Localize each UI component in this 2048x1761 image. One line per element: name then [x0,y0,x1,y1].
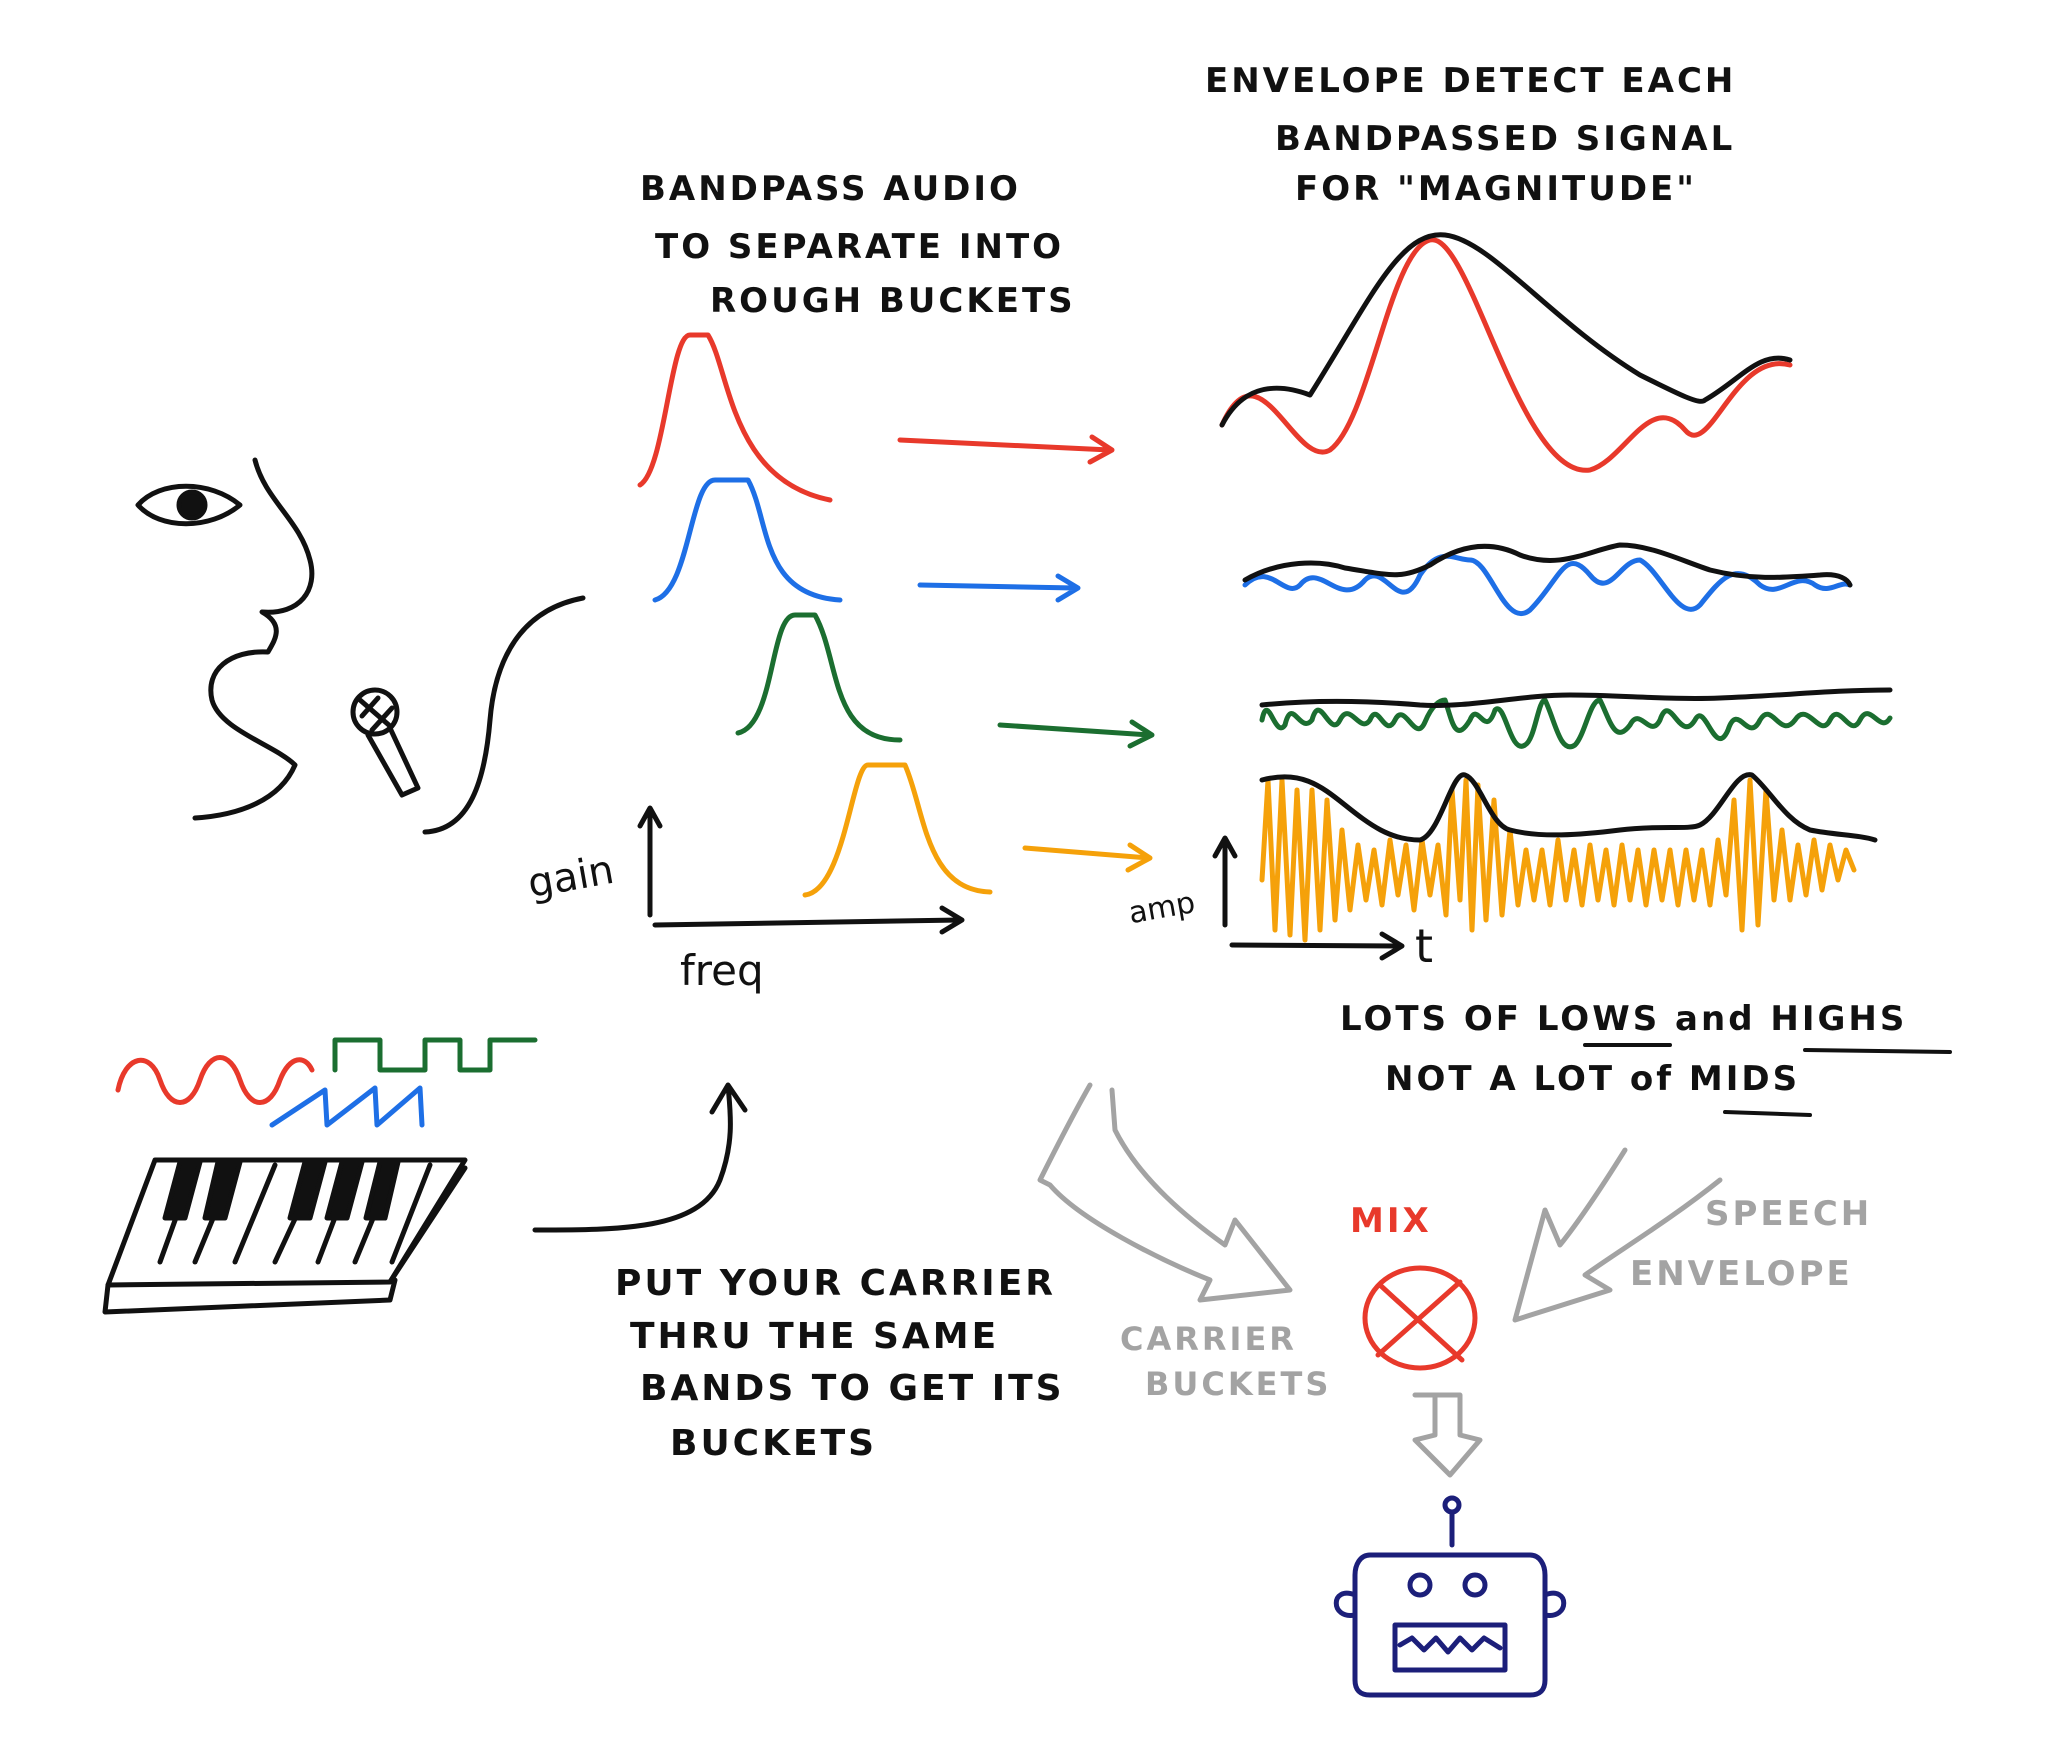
carrier-note-line2: THRU THE SAME [630,1316,999,1357]
mixer-icon [1362,1265,1478,1371]
arrow-red [897,434,1115,465]
envelope-blue [1242,542,1853,588]
saw-wave-blue [269,1085,425,1128]
bandpass-label-line1: BANDPASS AUDIO [640,169,1021,209]
bandpass-blue [652,477,843,603]
envelope-label: ENVELOPE DETECT EACH BANDPASSED SIGNAL F… [1205,61,1736,209]
band-arrows [897,434,1155,873]
output-arrow [1412,1392,1483,1478]
envelope-label-line1: ENVELOPE DETECT EACH [1205,61,1736,101]
arrow-blue [917,573,1081,603]
lows-highs-note: LOTS OF LOWS and HIGHS NOT A LOT of MIDS [1340,999,1907,1099]
carrier-note-line3: BANDS TO GET ITS [640,1368,1065,1409]
carrier-note-line4: BUCKETS [670,1423,877,1464]
carrier-buckets-label: CARRIER BUCKETS [1120,1320,1331,1403]
bandpass-orange [802,762,993,898]
envelope-label-line3: FOR "MAGNITUDE" [1295,169,1697,209]
speech-envelope-label: SPEECH ENVELOPE [1630,1194,1872,1294]
arrow-orange [1022,842,1153,873]
microphone-icon [350,595,586,835]
wave-red [1219,237,1793,473]
envelope-label-line2: BANDPASSED SIGNAL [1275,119,1735,159]
robot-icon [1333,1495,1567,1698]
freq-label: freq [680,946,764,995]
carrier-buckets-line1: CARRIER [1120,1320,1297,1358]
lows-word: LOWS [1537,999,1660,1039]
mix-label: MIX [1350,1201,1432,1241]
carrier-buckets-arrow [1037,1082,1293,1303]
speech-envelope-line2: ENVELOPE [1630,1254,1853,1294]
gain-label: gain [524,847,617,907]
bandpass-green [735,612,903,743]
bandpass-label-line2: TO SEPARATE INTO [655,227,1064,267]
amp-t-axes [1212,835,1405,961]
amp-label: amp [1126,885,1198,931]
arrow-green [997,719,1155,749]
emphasis-underlines [1583,1043,1952,1117]
envelope-orange [1259,772,1878,843]
mids-word: MIDS [1689,1059,1800,1099]
speech-envelope-arrow [1512,1147,1723,1323]
bandpass-label: BANDPASS AUDIO TO SEPARATE INTO ROUGH BU… [640,169,1076,321]
wave-orange [1259,777,1857,943]
speech-envelope-line1: SPEECH [1705,1194,1872,1234]
gain-freq-axes [637,805,965,935]
envelope-red [1219,232,1793,428]
envelope-waveforms [1219,232,1893,943]
carrier-note-line1: PUT YOUR CARRIER [615,1263,1056,1304]
bandpass-label-line3: ROUGH BUCKETS [710,281,1076,321]
carrier-arrow [532,1082,748,1233]
square-wave-green [332,1037,538,1073]
wave-green [1259,697,1893,750]
highs-word: HIGHS [1770,999,1907,1039]
gray-arrows [1037,1082,1723,1478]
sine-wave-red [115,1055,315,1105]
envelope-green [1259,687,1893,708]
wave-blue [1242,553,1853,616]
carrier-waves [115,1037,538,1128]
carrier-note: PUT YOUR CARRIER THRU THE SAME BANDS TO … [615,1263,1065,1464]
carrier-buckets-line2: BUCKETS [1145,1365,1331,1403]
bandpass-red [637,332,833,503]
lows-highs-line2: NOT A LOT of MIDS [1385,1059,1800,1099]
bandpass-curves [637,332,993,898]
face-icon [135,457,315,821]
keyboard-icon [102,1157,468,1315]
t-label: t [1415,919,1433,973]
lows-highs-line1: LOTS OF LOWS and HIGHS [1340,999,1907,1039]
